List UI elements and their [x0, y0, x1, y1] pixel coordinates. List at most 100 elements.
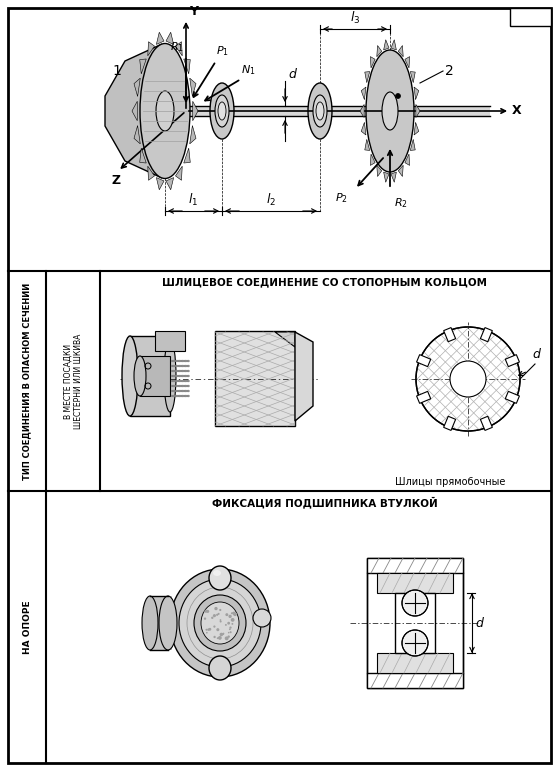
- Circle shape: [231, 623, 233, 625]
- Polygon shape: [176, 42, 182, 56]
- Circle shape: [174, 385, 176, 387]
- Text: ШЛИЦЕВОЕ СОЕДИНЕНИЕ СО СТОПОРНЫМ КОЛЬЦОМ: ШЛИЦЕВОЕ СОЕДИНЕНИЕ СО СТОПОРНЫМ КОЛЬЦОМ: [163, 277, 487, 287]
- Polygon shape: [361, 87, 366, 99]
- Polygon shape: [371, 56, 375, 68]
- Circle shape: [183, 380, 185, 382]
- Circle shape: [171, 380, 173, 382]
- Circle shape: [209, 628, 211, 631]
- Polygon shape: [505, 392, 519, 403]
- Circle shape: [174, 360, 176, 362]
- Circle shape: [180, 390, 182, 392]
- Circle shape: [214, 636, 216, 638]
- Circle shape: [187, 380, 190, 382]
- Text: $l_1$: $l_1$: [188, 192, 198, 208]
- Circle shape: [213, 614, 216, 618]
- Circle shape: [222, 633, 224, 635]
- Circle shape: [173, 380, 174, 382]
- Circle shape: [182, 365, 183, 367]
- Circle shape: [187, 365, 190, 367]
- Circle shape: [176, 365, 178, 367]
- Circle shape: [228, 631, 230, 634]
- Circle shape: [178, 395, 181, 397]
- Ellipse shape: [366, 50, 414, 172]
- Circle shape: [180, 395, 182, 397]
- Circle shape: [220, 621, 222, 622]
- Bar: [215, 331, 295, 426]
- Text: $P_2$: $P_2$: [335, 191, 348, 205]
- Circle shape: [187, 395, 190, 397]
- Circle shape: [183, 395, 185, 397]
- Circle shape: [180, 375, 182, 377]
- Polygon shape: [134, 78, 140, 96]
- Circle shape: [204, 618, 206, 620]
- Ellipse shape: [122, 336, 138, 416]
- Polygon shape: [365, 140, 369, 150]
- Bar: [395, 593, 435, 653]
- Ellipse shape: [308, 83, 332, 139]
- Circle shape: [180, 380, 182, 382]
- Bar: [377, 653, 453, 673]
- Circle shape: [231, 612, 233, 614]
- Polygon shape: [480, 328, 492, 342]
- Circle shape: [173, 375, 174, 377]
- Circle shape: [219, 609, 221, 611]
- Circle shape: [177, 360, 179, 362]
- Polygon shape: [360, 104, 364, 118]
- Circle shape: [171, 375, 173, 377]
- Polygon shape: [166, 32, 174, 45]
- Circle shape: [182, 370, 183, 372]
- Circle shape: [186, 380, 188, 382]
- Circle shape: [186, 365, 188, 367]
- Polygon shape: [414, 123, 419, 135]
- Circle shape: [178, 370, 181, 372]
- Circle shape: [184, 380, 187, 382]
- Circle shape: [183, 360, 185, 362]
- Bar: [158, 106, 490, 116]
- Circle shape: [177, 365, 179, 367]
- Text: ТИП СОЕДИНЕНИЯ В ОПАСНОМ СЕЧЕНИИ: ТИП СОЕДИНЕНИЯ В ОПАСНОМ СЕЧЕНИИ: [22, 282, 31, 480]
- Circle shape: [174, 365, 176, 367]
- Circle shape: [211, 617, 214, 619]
- Ellipse shape: [218, 102, 226, 120]
- Circle shape: [186, 395, 188, 397]
- Circle shape: [177, 395, 179, 397]
- Circle shape: [183, 385, 185, 387]
- Circle shape: [186, 385, 188, 387]
- Polygon shape: [444, 328, 456, 342]
- Circle shape: [176, 380, 178, 382]
- Polygon shape: [505, 355, 519, 367]
- Circle shape: [230, 631, 231, 633]
- Polygon shape: [416, 392, 431, 403]
- Circle shape: [220, 619, 221, 621]
- Circle shape: [187, 360, 190, 362]
- Polygon shape: [398, 45, 403, 57]
- Ellipse shape: [209, 566, 231, 590]
- Circle shape: [176, 385, 178, 387]
- Circle shape: [183, 365, 185, 367]
- Circle shape: [184, 375, 187, 377]
- Ellipse shape: [170, 569, 270, 677]
- Text: $R_2$: $R_2$: [394, 196, 408, 210]
- Ellipse shape: [215, 95, 229, 127]
- Circle shape: [229, 614, 232, 618]
- Circle shape: [177, 370, 179, 372]
- Text: $d$: $d$: [288, 67, 298, 81]
- Polygon shape: [371, 154, 375, 166]
- Polygon shape: [166, 177, 174, 190]
- Circle shape: [182, 375, 183, 377]
- Circle shape: [187, 390, 190, 392]
- Circle shape: [178, 375, 181, 377]
- Circle shape: [182, 390, 183, 392]
- Polygon shape: [190, 126, 196, 144]
- Circle shape: [216, 614, 218, 616]
- Polygon shape: [416, 104, 420, 118]
- Circle shape: [176, 375, 178, 377]
- Polygon shape: [365, 72, 369, 82]
- Polygon shape: [377, 165, 382, 177]
- Circle shape: [171, 360, 173, 362]
- Circle shape: [177, 390, 179, 392]
- Ellipse shape: [316, 102, 324, 120]
- Circle shape: [206, 610, 209, 613]
- Polygon shape: [193, 101, 198, 121]
- Polygon shape: [410, 72, 415, 82]
